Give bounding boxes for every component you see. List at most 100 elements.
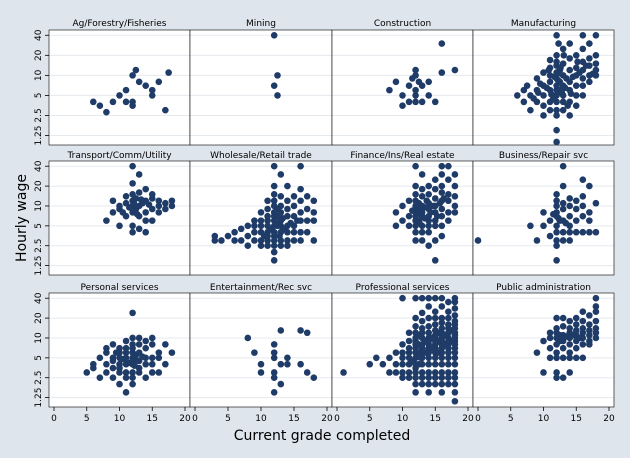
panel-title: Finance/Ins/Real estate [350,151,455,161]
data-point [559,354,567,362]
data-point [566,195,573,202]
panel-8: Business/Repair svc [472,146,615,276]
data-point [162,205,169,213]
data-point [284,197,291,205]
data-point [264,242,271,250]
data-point [244,232,252,240]
data-point [280,225,288,233]
data-point [451,354,459,362]
data-point [559,45,567,53]
data-point [418,369,426,376]
data-point [399,360,406,368]
data-point [557,64,564,72]
data-point [405,197,413,205]
data-point [135,334,143,342]
data-point [592,303,600,310]
data-point [572,354,580,362]
data-point [103,360,110,368]
data-point [425,314,433,322]
data-point [412,380,419,388]
data-point [270,197,278,205]
panel-plot-area [473,293,614,407]
panel-title: Public administration [496,283,591,293]
data-point [569,73,577,81]
data-point [272,219,280,227]
data-point [445,380,452,388]
data-point [257,209,265,216]
data-point [567,90,575,98]
data-point [438,182,446,190]
data-point [116,222,123,230]
data-point [109,374,117,382]
data-point [422,337,429,345]
data-point [527,222,534,230]
x-axis-label: Current grade completed [234,428,410,444]
data-point [445,369,452,376]
data-point [438,360,446,368]
data-point [425,323,433,330]
data-point [592,317,600,325]
data-point [155,197,163,205]
data-point [579,325,587,332]
data-point [586,312,593,319]
data-point [116,92,123,99]
data-point [122,369,130,376]
data-point [572,82,580,89]
data-point [310,217,318,224]
data-point [582,62,590,69]
data-point [438,294,446,302]
data-point [267,225,275,233]
y-tick-label: 1.25 [34,256,44,276]
data-point [270,341,278,348]
data-point [425,303,433,310]
data-point [129,334,136,342]
data-point [386,354,393,362]
y-tick-label: 10 [34,332,44,344]
data-point [405,329,413,337]
data-point [276,232,283,240]
data-point [112,349,120,356]
data-point [277,193,285,200]
data-point [284,237,291,244]
data-point [412,389,419,396]
data-point [129,309,136,317]
panel-strip [49,146,190,161]
data-point [579,82,587,89]
data-point [142,344,149,352]
data-point [527,106,534,114]
data-point [425,191,433,198]
data-point [274,72,281,79]
panel-12: Public administration [472,278,615,408]
data-point [386,369,393,376]
data-point [566,55,573,62]
data-point [425,374,433,382]
data-point [129,222,136,230]
data-point [418,360,426,368]
data-point [438,205,446,213]
data-point [122,86,130,94]
data-point [224,232,232,240]
data-point [412,314,419,322]
panel-title: Business/Repair svc [499,151,588,161]
data-point [451,171,459,178]
data-point [103,217,110,224]
data-point [129,72,136,79]
data-point [116,380,123,388]
data-point [277,171,285,178]
data-point [448,327,455,334]
data-point [559,228,567,236]
data-point [438,389,446,396]
data-point [270,82,278,89]
data-point [257,369,265,376]
data-point [559,323,567,330]
data-point [103,344,110,352]
x-tick-label: 5 [84,414,90,424]
data-point [270,354,278,362]
data-point [405,344,413,352]
data-point [412,323,419,330]
data-point [135,225,143,233]
data-point [425,389,433,396]
data-point [553,228,560,236]
data-point [566,202,573,210]
data-point [148,341,156,348]
